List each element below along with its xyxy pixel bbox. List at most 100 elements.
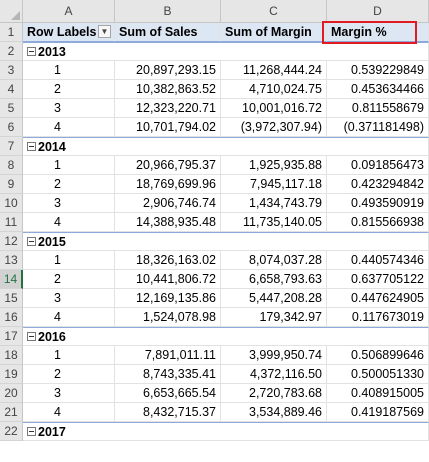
quarter-label-cell[interactable]: 1	[23, 61, 115, 80]
sales-value-cell[interactable]: 10,701,794.02	[115, 118, 221, 137]
row-number[interactable]: 20	[0, 384, 23, 403]
margin-percent-cell[interactable]: (0.371181498)	[327, 118, 429, 137]
row-number[interactable]: 5	[0, 99, 23, 118]
margin-percent-cell[interactable]: 0.408915005	[327, 384, 429, 403]
margin-value-cell[interactable]: (3,972,307.94)	[221, 118, 327, 137]
margin-percent-cell[interactable]: 0.091856473	[327, 156, 429, 175]
margin-value-cell[interactable]: 11,268,444.24	[221, 61, 327, 80]
collapse-minus-icon[interactable]	[27, 332, 36, 342]
row-number[interactable]: 7	[0, 137, 23, 156]
row-number[interactable]: 11	[0, 213, 23, 232]
sales-value-cell[interactable]: 7,891,011.11	[115, 346, 221, 365]
margin-percent-cell[interactable]: 0.506899646	[327, 346, 429, 365]
margin-value-cell[interactable]: 1,434,743.79	[221, 194, 327, 213]
margin-percent-cell[interactable]: 0.637705122	[327, 270, 429, 289]
row-labels-header-cell[interactable]: Row Labels ▼	[23, 23, 115, 42]
sales-value-cell[interactable]: 8,743,335.41	[115, 365, 221, 384]
quarter-label-cell[interactable]: 3	[23, 99, 115, 118]
row-number[interactable]: 18	[0, 346, 23, 365]
margin-value-cell[interactable]: 5,447,208.28	[221, 289, 327, 308]
quarter-label-cell[interactable]: 4	[23, 308, 115, 327]
row-number[interactable]: 1	[0, 23, 23, 42]
collapse-minus-icon[interactable]	[27, 142, 36, 152]
margin-percent-cell[interactable]: 0.453634466	[327, 80, 429, 99]
sum-of-sales-header[interactable]: Sum of Sales	[115, 23, 221, 42]
margin-value-cell[interactable]: 4,710,024.75	[221, 80, 327, 99]
margin-percent-cell[interactable]: 0.500051330	[327, 365, 429, 384]
sales-value-cell[interactable]: 20,966,795.37	[115, 156, 221, 175]
collapse-minus-icon[interactable]	[27, 237, 36, 247]
sales-value-cell[interactable]: 8,432,715.37	[115, 403, 221, 422]
margin-percent-cell[interactable]: 0.815566938	[327, 213, 429, 232]
row-number[interactable]: 10	[0, 194, 23, 213]
margin-percent-cell[interactable]: 0.117673019	[327, 308, 429, 327]
sales-value-cell[interactable]: 6,653,665.54	[115, 384, 221, 403]
row-number[interactable]: 8	[0, 156, 23, 175]
row-number[interactable]: 9	[0, 175, 23, 194]
year-group-cell[interactable]: 2014	[23, 137, 429, 156]
margin-percent-cell[interactable]: 0.423294842	[327, 175, 429, 194]
margin-value-cell[interactable]: 3,534,889.46	[221, 403, 327, 422]
row-number[interactable]: 16	[0, 308, 23, 327]
margin-percent-cell[interactable]: 0.539229849	[327, 61, 429, 80]
margin-value-cell[interactable]: 4,372,116.50	[221, 365, 327, 384]
quarter-label-cell[interactable]: 2	[23, 270, 115, 289]
column-header-b[interactable]: B	[115, 0, 221, 22]
sales-value-cell[interactable]: 10,382,863.52	[115, 80, 221, 99]
sales-value-cell[interactable]: 10,441,806.72	[115, 270, 221, 289]
row-number[interactable]: 15	[0, 289, 23, 308]
row-number[interactable]: 19	[0, 365, 23, 384]
quarter-label-cell[interactable]: 2	[23, 365, 115, 384]
sales-value-cell[interactable]: 20,897,293.15	[115, 61, 221, 80]
quarter-label-cell[interactable]: 3	[23, 289, 115, 308]
row-number[interactable]: 2	[0, 42, 23, 61]
quarter-label-cell[interactable]: 4	[23, 213, 115, 232]
year-group-cell[interactable]: 2017	[23, 422, 429, 441]
margin-value-cell[interactable]: 7,945,117.18	[221, 175, 327, 194]
sales-value-cell[interactable]: 18,769,699.96	[115, 175, 221, 194]
quarter-label-cell[interactable]: 2	[23, 80, 115, 99]
margin-percent-cell[interactable]: 0.440574346	[327, 251, 429, 270]
quarter-label-cell[interactable]: 2	[23, 175, 115, 194]
margin-value-cell[interactable]: 2,720,783.68	[221, 384, 327, 403]
margin-percent-header[interactable]: Margin %	[327, 23, 429, 42]
select-all-corner[interactable]	[0, 0, 23, 22]
year-group-cell[interactable]: 2016	[23, 327, 429, 346]
margin-percent-cell[interactable]: 0.493590919	[327, 194, 429, 213]
column-header-d[interactable]: D	[327, 0, 429, 22]
margin-value-cell[interactable]: 1,925,935.88	[221, 156, 327, 175]
quarter-label-cell[interactable]: 1	[23, 251, 115, 270]
quarter-label-cell[interactable]: 4	[23, 403, 115, 422]
year-group-cell[interactable]: 2015	[23, 232, 429, 251]
sales-value-cell[interactable]: 12,169,135.86	[115, 289, 221, 308]
row-number[interactable]: 6	[0, 118, 23, 137]
margin-value-cell[interactable]: 8,074,037.28	[221, 251, 327, 270]
dropdown-filter-icon[interactable]: ▼	[98, 25, 111, 38]
margin-percent-cell[interactable]: 0.419187569	[327, 403, 429, 422]
sales-value-cell[interactable]: 1,524,078.98	[115, 308, 221, 327]
row-number[interactable]: 3	[0, 61, 23, 80]
quarter-label-cell[interactable]: 4	[23, 118, 115, 137]
margin-percent-cell[interactable]: 0.447624905	[327, 289, 429, 308]
column-header-c[interactable]: C	[221, 0, 327, 22]
quarter-label-cell[interactable]: 1	[23, 346, 115, 365]
row-number[interactable]: 21	[0, 403, 23, 422]
column-header-a[interactable]: A	[23, 0, 115, 22]
margin-value-cell[interactable]: 3,999,950.74	[221, 346, 327, 365]
sales-value-cell[interactable]: 14,388,935.48	[115, 213, 221, 232]
margin-value-cell[interactable]: 11,735,140.05	[221, 213, 327, 232]
quarter-label-cell[interactable]: 3	[23, 194, 115, 213]
collapse-minus-icon[interactable]	[27, 47, 36, 57]
row-number[interactable]: 22	[0, 422, 23, 441]
margin-value-cell[interactable]: 179,342.97	[221, 308, 327, 327]
quarter-label-cell[interactable]: 3	[23, 384, 115, 403]
margin-percent-cell[interactable]: 0.811558679	[327, 99, 429, 118]
margin-value-cell[interactable]: 10,001,016.72	[221, 99, 327, 118]
quarter-label-cell[interactable]: 1	[23, 156, 115, 175]
sum-of-margin-header[interactable]: Sum of Margin	[221, 23, 327, 42]
collapse-minus-icon[interactable]	[27, 427, 36, 437]
sales-value-cell[interactable]: 2,906,746.74	[115, 194, 221, 213]
row-number[interactable]: 4	[0, 80, 23, 99]
row-number[interactable]: 17	[0, 327, 23, 346]
row-number[interactable]: 14	[0, 270, 23, 289]
